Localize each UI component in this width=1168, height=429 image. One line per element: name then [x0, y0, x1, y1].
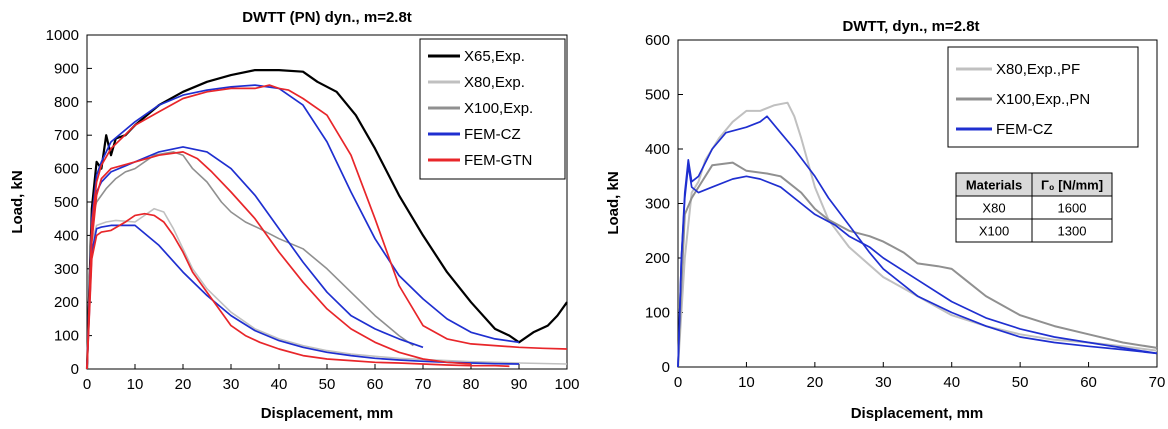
legend-label: X80,Exp.,PF	[996, 61, 1080, 78]
chart-left: DWTT (PN) dyn., m=2.8t 0 10 20 30 40 50 60 70 80…	[9, 9, 580, 422]
y-tick-label: 400	[645, 141, 670, 158]
series-line-3	[677, 115, 1158, 368]
x-axis-label: Displacement, mm	[851, 405, 984, 422]
x-tick-label: 60	[1080, 374, 1097, 391]
table-cell-label: X100	[979, 224, 1009, 239]
legend-label: X65,Exp.	[464, 48, 525, 65]
legend-label: FEM-CZ	[996, 121, 1053, 138]
x-tick-label: 10	[738, 374, 755, 391]
table-header-label: Materials	[966, 178, 1022, 193]
legend-label: X100,Exp.	[464, 100, 533, 117]
series-line-4	[86, 146, 424, 370]
x-tick-label: 10	[127, 376, 144, 393]
y-tick-label: 1000	[46, 27, 79, 44]
x-tick-label: 30	[223, 376, 240, 393]
materials-table: Materials Γ₀ [N/mm] X80 1600 X100 1300	[955, 172, 1113, 243]
series-line-0	[85, 68, 568, 370]
x-tick-label: 80	[463, 376, 480, 393]
chart-title: DWTT, dyn., m=2.8t	[842, 18, 979, 35]
y-tick-label: 200	[54, 294, 79, 311]
y-tick-label: 800	[54, 94, 79, 111]
x-tick-label: 50	[1012, 374, 1029, 391]
table-cell	[1031, 218, 1113, 243]
series-line-8	[86, 84, 568, 370]
series-line-7	[86, 151, 472, 370]
y-tick-label: 600	[645, 32, 670, 49]
x-tick-label: 70	[415, 376, 432, 393]
x-ticks: 0 10 20 30 40 50 60 70 80 90 100	[83, 364, 580, 393]
series-line-2	[86, 151, 414, 370]
x-tick-label: 100	[554, 376, 579, 393]
legend-label: FEM-CZ	[464, 126, 521, 143]
x-tick-label: 20	[175, 376, 192, 393]
series-line-0	[677, 101, 1158, 368]
y-tick-label: 0	[662, 359, 670, 376]
x-tick-label: 20	[807, 374, 824, 391]
table-header-label: Γ₀ [N/mm]	[1041, 178, 1103, 193]
table-cell-label: 1300	[1058, 224, 1087, 239]
legend-label: FEM-GTN	[464, 152, 532, 169]
x-tick-label: 40	[271, 376, 288, 393]
series-layer	[85, 68, 568, 370]
y-tick-label: 500	[645, 87, 670, 104]
series-line-1	[86, 207, 568, 370]
series-layer	[677, 101, 1158, 368]
x-tick-label: 40	[943, 374, 960, 391]
y-tick-label: 400	[54, 227, 79, 244]
series-line-6	[86, 212, 510, 370]
y-tick-label: 300	[645, 196, 670, 213]
series-line-5	[86, 84, 520, 370]
x-axis-label: Displacement, mm	[261, 405, 394, 422]
y-ticks: 0 100 200 300 400 500 600	[645, 32, 683, 376]
x-tick-label: 0	[674, 374, 682, 391]
y-tick-label: 200	[645, 250, 670, 267]
chart-right: DWTT, dyn., m=2.8t 0 10 20 30 40 50 60 70 0 100 2…	[605, 18, 1166, 422]
y-axis-label: Load, kN	[605, 171, 622, 234]
series-line-3	[86, 224, 520, 370]
y-tick-label: 700	[54, 127, 79, 144]
x-ticks: 0 10 20 30 40 50 60 70	[674, 362, 1166, 391]
y-ticks: 0 100 200 300 400 500 600 700 800 900 1000	[46, 27, 92, 378]
chart-title: DWTT (PN) dyn., m=2.8t	[242, 9, 412, 26]
y-tick-label: 600	[54, 161, 79, 178]
y-axis-label: Load, kN	[9, 170, 26, 233]
legend-label: X80,Exp.	[464, 74, 525, 91]
y-tick-label: 300	[54, 261, 79, 278]
x-tick-label: 90	[511, 376, 528, 393]
table-cell-label: X80	[982, 201, 1005, 216]
x-tick-label: 60	[367, 376, 384, 393]
y-tick-label: 100	[54, 328, 79, 345]
legend: X80,Exp.,PF X100,Exp.,PN FEM-CZ	[947, 46, 1139, 148]
legend-label: X100,Exp.,PN	[996, 91, 1090, 108]
x-tick-label: 30	[875, 374, 892, 391]
series-line-2	[677, 164, 1158, 368]
x-tick-label: 70	[1149, 374, 1166, 391]
table-cell-label: 1600	[1058, 201, 1087, 216]
legend: X65,Exp. X80,Exp. X100,Exp. FEM-CZ FEM-GTN	[419, 38, 566, 180]
y-tick-label: 900	[54, 60, 79, 77]
y-tick-label: 500	[54, 194, 79, 211]
series-line-1	[677, 161, 1158, 368]
x-tick-label: 50	[319, 376, 336, 393]
y-tick-label: 0	[71, 361, 79, 378]
x-tick-label: 0	[83, 376, 91, 393]
y-tick-label: 100	[645, 305, 670, 322]
